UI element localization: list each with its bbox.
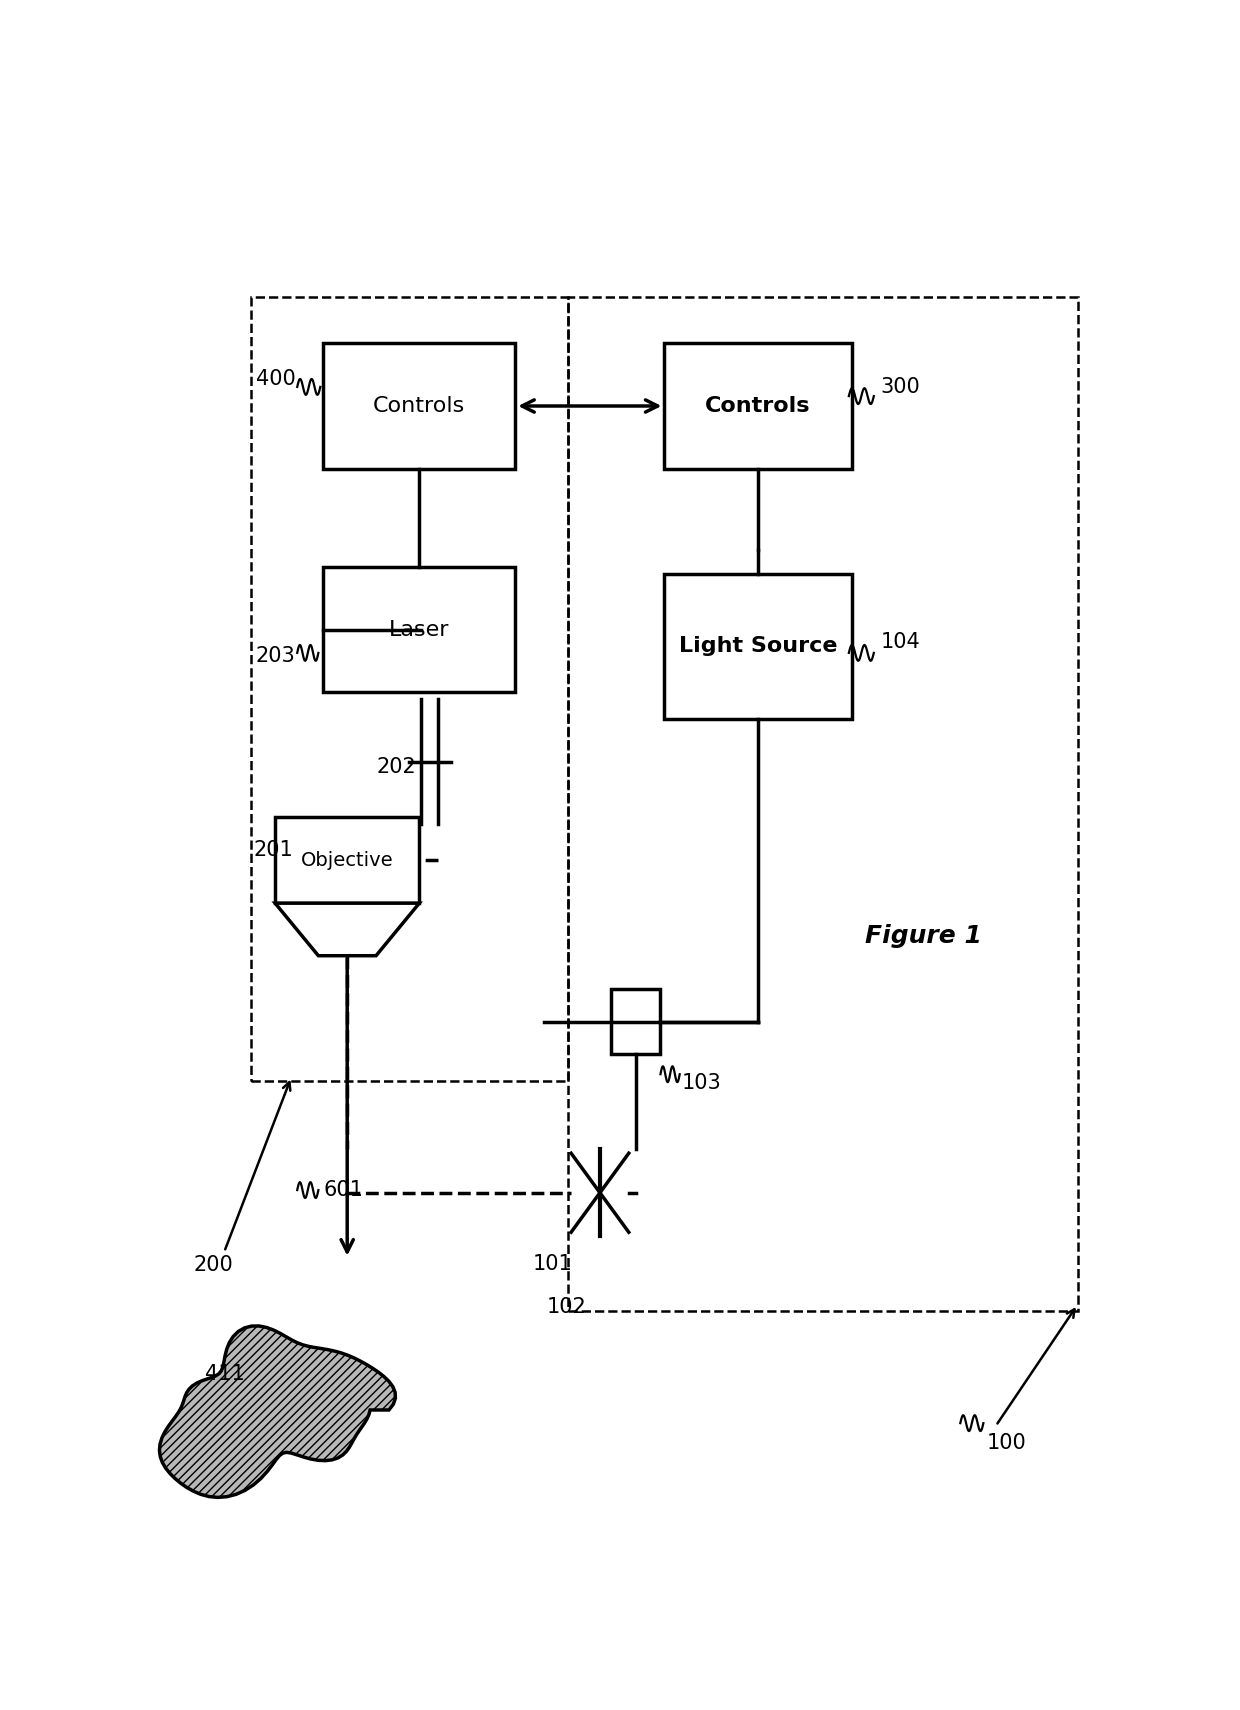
- Text: 100: 100: [986, 1433, 1025, 1454]
- Polygon shape: [275, 903, 419, 956]
- Bar: [275, 817, 419, 903]
- Bar: [665, 575, 852, 718]
- Text: 200: 200: [193, 1255, 233, 1276]
- Bar: [324, 344, 516, 469]
- Text: 203: 203: [255, 645, 295, 665]
- Text: Light Source: Light Source: [678, 636, 837, 657]
- Text: Objective: Objective: [301, 852, 393, 870]
- Text: Laser: Laser: [389, 619, 450, 640]
- Polygon shape: [160, 1325, 396, 1498]
- Text: Figure 1: Figure 1: [866, 923, 982, 947]
- Text: 201: 201: [254, 840, 294, 860]
- Bar: [324, 568, 516, 693]
- Text: 104: 104: [880, 633, 920, 652]
- Text: Controls: Controls: [373, 397, 465, 416]
- Text: 101: 101: [533, 1253, 573, 1274]
- Text: 202: 202: [376, 758, 415, 778]
- Text: 411: 411: [205, 1365, 244, 1385]
- Bar: [568, 298, 1078, 1312]
- Text: 102: 102: [547, 1298, 587, 1317]
- Text: Controls: Controls: [706, 397, 811, 416]
- Bar: [611, 988, 660, 1055]
- Text: 300: 300: [880, 376, 920, 397]
- Bar: [250, 298, 568, 1081]
- Text: 103: 103: [682, 1074, 722, 1093]
- Text: 601: 601: [324, 1180, 363, 1200]
- Text: 400: 400: [255, 369, 295, 388]
- Bar: [665, 344, 852, 469]
